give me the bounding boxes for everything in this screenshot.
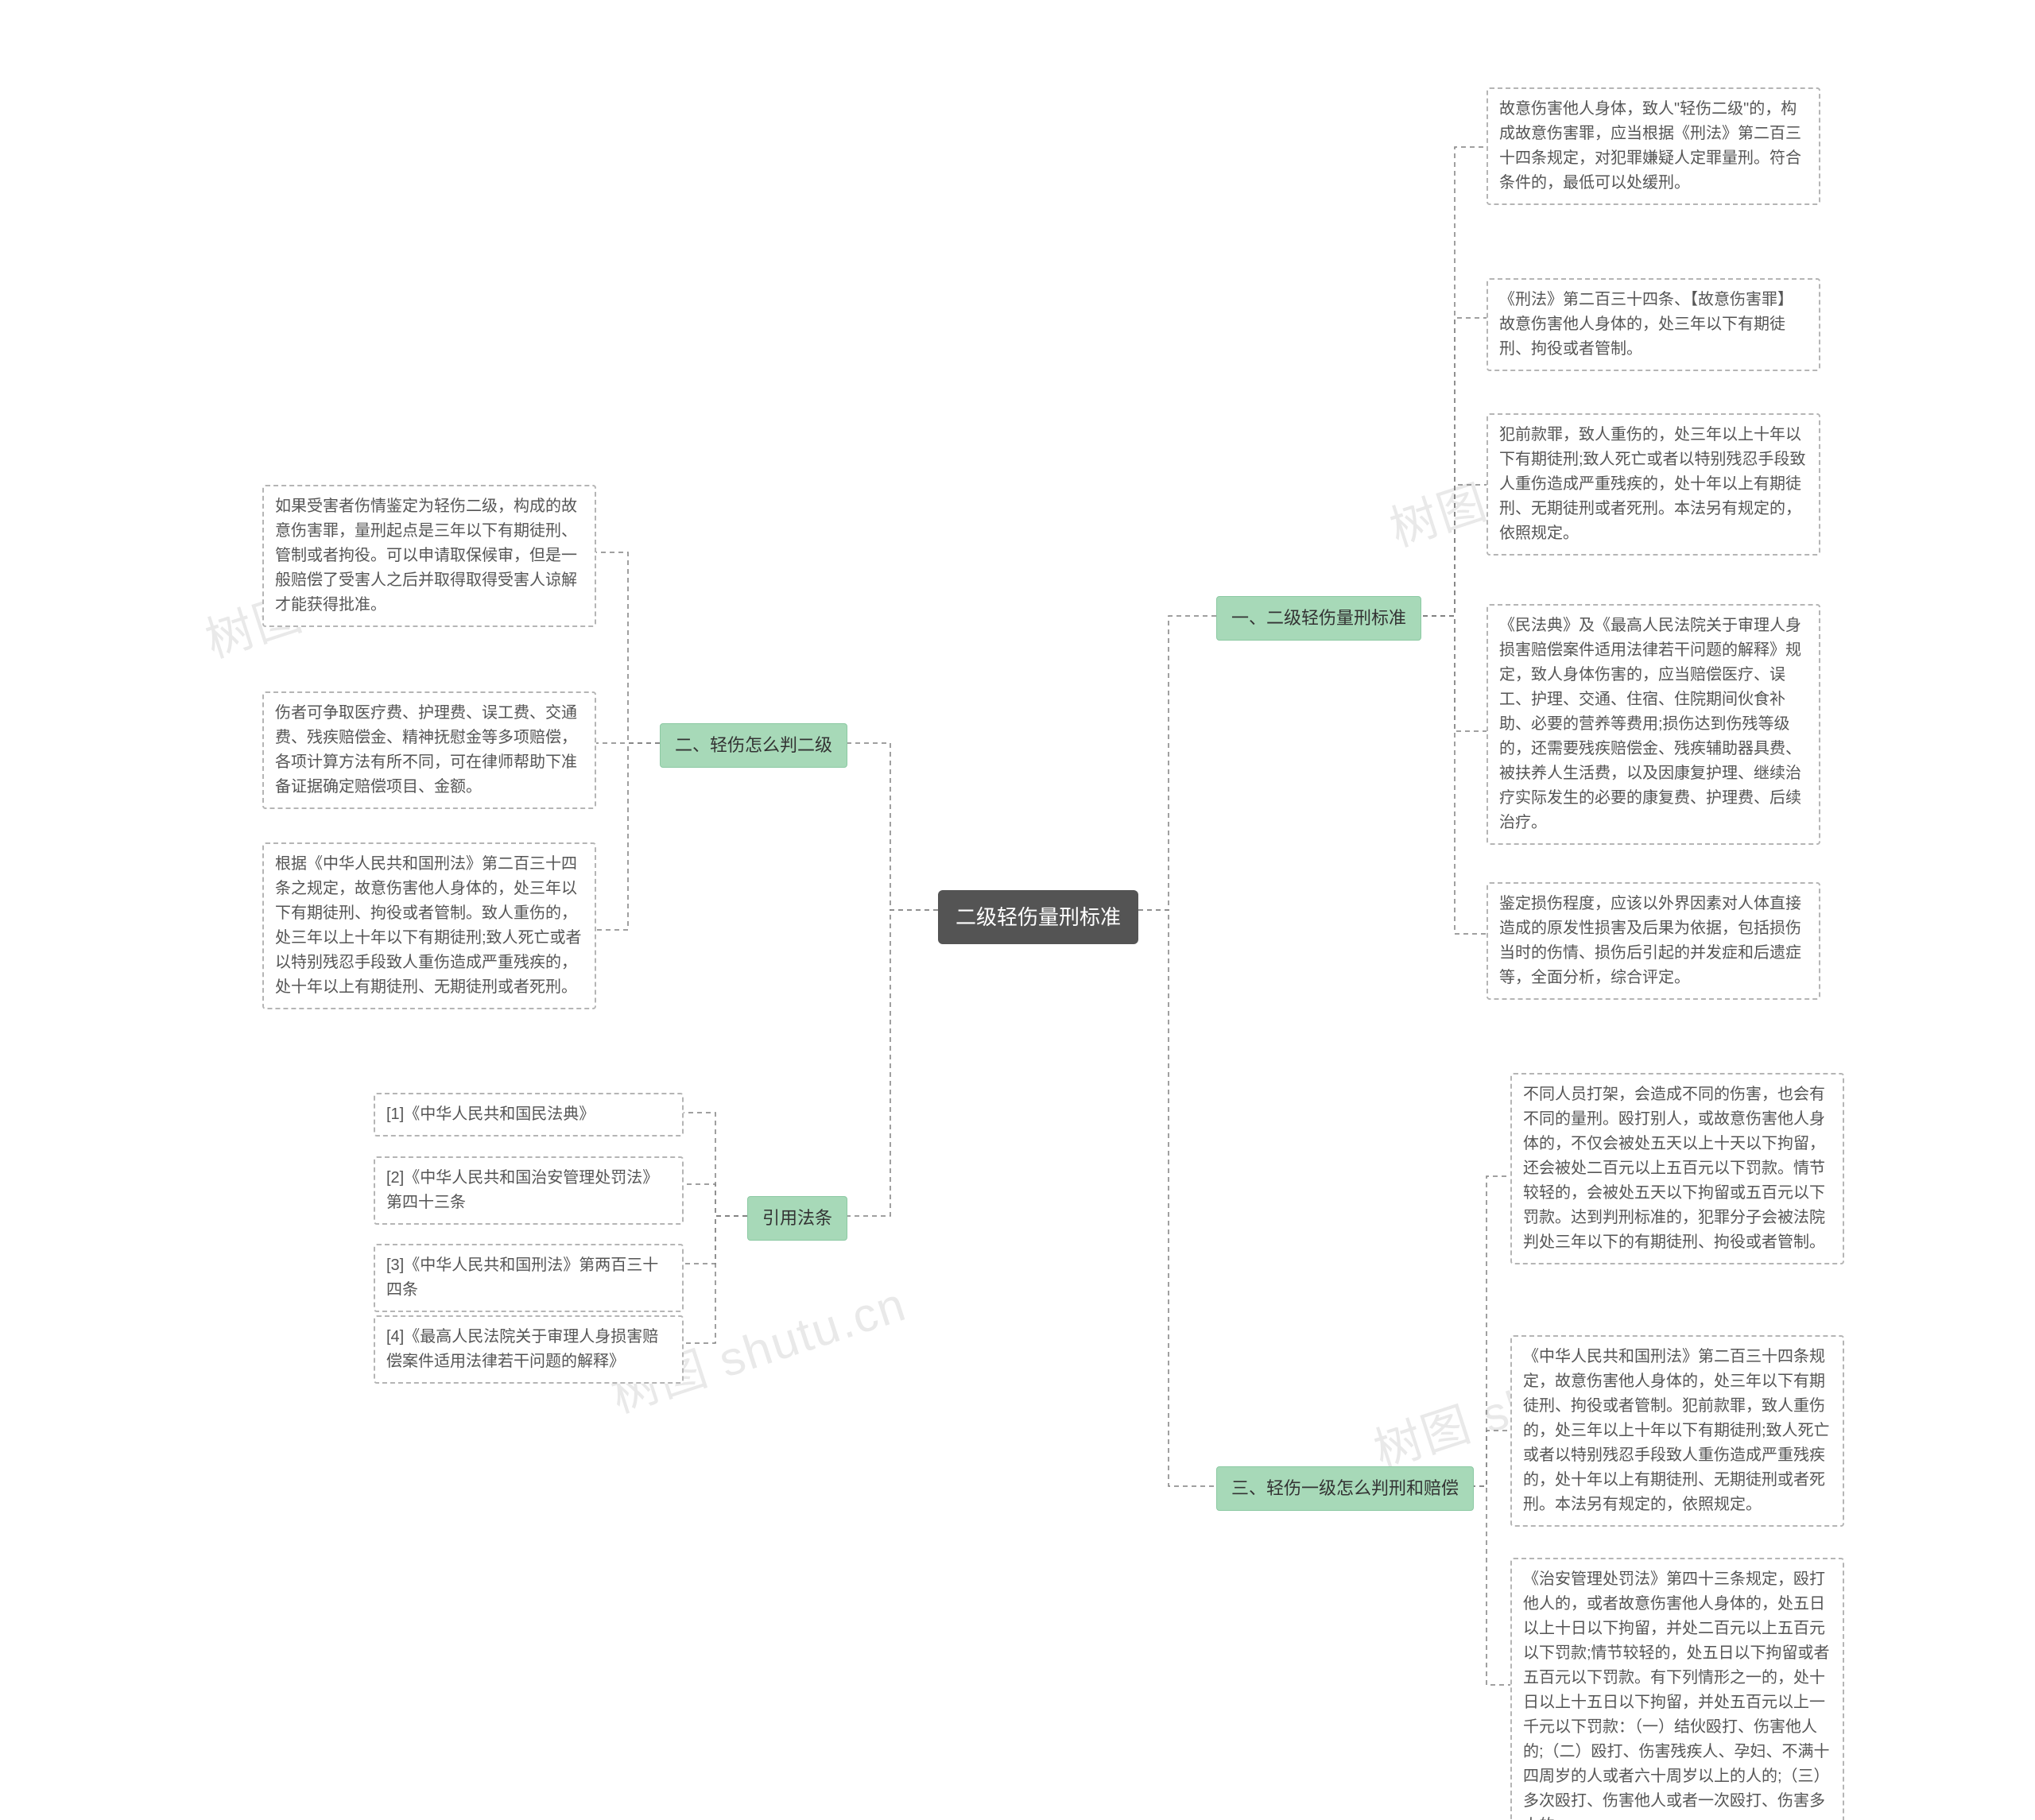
leaf-b2-0[interactable]: 如果受害者伤情鉴定为轻伤二级，构成的故意伤害罪，量刑起点是三年以下有期徒刑、管制…	[262, 485, 596, 627]
leaf-ref-1[interactable]: [2]《中华人民共和国治安管理处罚法》第四十三条	[374, 1156, 684, 1225]
leaf-b3-1[interactable]: 《中华人民共和国刑法》第二百三十四条规定，故意伤害他人身体的，处三年以下有期徒刑…	[1510, 1335, 1844, 1527]
mindmap-canvas: 树图 shutu.cn 树图 shutu.cn 树图 shutu.cn 树图 s…	[0, 0, 2035, 1820]
branch-2[interactable]: 二、轻伤怎么判二级	[660, 723, 847, 768]
branch-3[interactable]: 三、轻伤一级怎么判刑和赔偿	[1216, 1466, 1474, 1511]
leaf-b1-2[interactable]: 犯前款罪，致人重伤的，处三年以上十年以下有期徒刑;致人死亡或者以特别残忍手段致人…	[1487, 413, 1820, 556]
leaf-b2-2[interactable]: 根据《中华人民共和国刑法》第二百三十四条之规定，故意伤害他人身体的，处三年以下有…	[262, 842, 596, 1009]
leaf-b2-1[interactable]: 伤者可争取医疗费、护理费、误工费、交通费、残疾赔偿金、精神抚慰金等多项赔偿，各项…	[262, 691, 596, 809]
leaf-b3-2[interactable]: 《治安管理处罚法》第四十三条规定，殴打他人的，或者故意伤害他人身体的，处五日以上…	[1510, 1558, 1844, 1820]
branch-ref[interactable]: 引用法条	[747, 1196, 847, 1241]
leaf-b1-4[interactable]: 鉴定损伤程度，应该以外界因素对人体直接造成的原发性损害及后果为依据，包括损伤当时…	[1487, 882, 1820, 1000]
root-node[interactable]: 二级轻伤量刑标准	[938, 890, 1138, 944]
leaf-b1-0[interactable]: 故意伤害他人身体，致人"轻伤二级"的，构成故意伤害罪，应当根据《刑法》第二百三十…	[1487, 87, 1820, 205]
leaf-ref-2[interactable]: [3]《中华人民共和国刑法》第两百三十四条	[374, 1244, 684, 1312]
leaf-b1-1[interactable]: 《刑法》第二百三十四条、【故意伤害罪】故意伤害他人身体的，处三年以下有期徒刑、拘…	[1487, 278, 1820, 371]
leaf-b3-0[interactable]: 不同人员打架，会造成不同的伤害，也会有不同的量刑。殴打别人，或故意伤害他人身体的…	[1510, 1073, 1844, 1264]
leaf-ref-0[interactable]: [1]《中华人民共和国民法典》	[374, 1093, 684, 1137]
leaf-b1-3[interactable]: 《民法典》及《最高人民法院关于审理人身损害赔偿案件适用法律若干问题的解释》规定，…	[1487, 604, 1820, 845]
branch-1[interactable]: 一、二级轻伤量刑标准	[1216, 596, 1421, 641]
leaf-ref-3[interactable]: [4]《最高人民法院关于审理人身损害赔偿案件适用法律若干问题的解释》	[374, 1315, 684, 1384]
